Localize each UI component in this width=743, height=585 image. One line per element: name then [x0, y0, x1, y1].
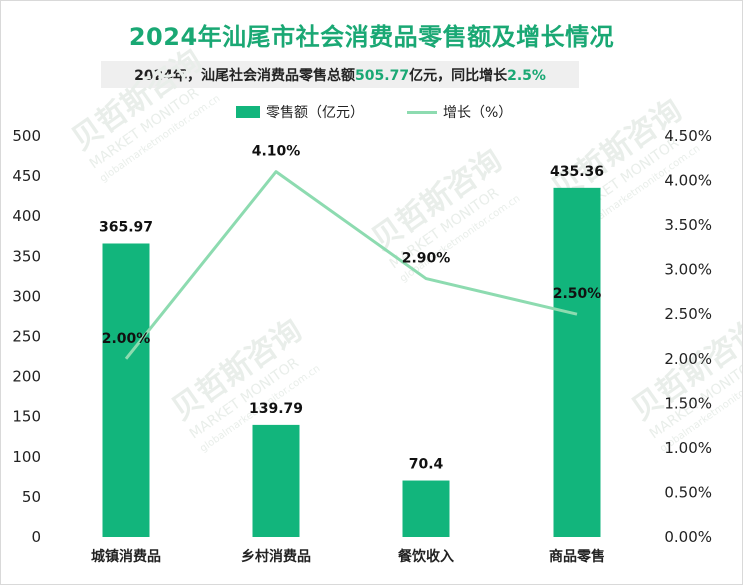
y-right-tick-label: 0.00%: [664, 528, 712, 546]
y-left-tick-label: 450: [12, 167, 41, 185]
y-right-tick-label: 3.50%: [664, 216, 712, 234]
y-right-tick-label: 2.00%: [664, 350, 712, 368]
y-left-tick-label: 0: [31, 528, 41, 546]
bar-value-label: 139.79: [249, 401, 303, 417]
line-value-label: 4.10%: [252, 144, 301, 160]
bar-series: [103, 188, 601, 537]
line-value-label: 2.50%: [553, 286, 602, 302]
y-right-tick-label: 1.50%: [664, 394, 712, 412]
x-category-label: 乡村消费品: [241, 548, 311, 565]
y-left-tick-label: 400: [12, 207, 41, 225]
y-right-tick-label: 1.00%: [664, 439, 712, 457]
line-value-label: 2.90%: [402, 251, 451, 267]
bar-value-label: 435.36: [550, 164, 604, 180]
y-left-tick-label: 200: [12, 368, 41, 386]
y-left-tick-label: 250: [12, 328, 41, 346]
x-category-label: 商品零售: [549, 548, 605, 565]
y-axis-right: 0.00% 0.50% 1.00% 1.50% 2.00% 2.50% 3.00% 3.50%…: [664, 127, 712, 546]
bar: [554, 188, 601, 537]
y-left-tick-label: 500: [12, 127, 41, 145]
y-right-tick-label: 3.00%: [664, 261, 712, 279]
y-left-tick-label: 150: [12, 408, 41, 426]
bar: [403, 481, 450, 537]
x-axis: 城镇消费品 乡村消费品 餐饮收入 商品零售: [91, 548, 605, 565]
y-left-tick-label: 100: [12, 448, 41, 466]
data-labels: 365.97 139.79 70.4 435.36 2.00% 4.10% 2.90% 2.5…: [99, 144, 604, 473]
y-right-tick-label: 2.50%: [664, 305, 712, 323]
y-axis-left: 0 50 100 150 200 250 300 350 400 450 500: [12, 127, 41, 546]
x-category-label: 城镇消费品: [91, 548, 161, 565]
bar-value-label: 70.4: [409, 457, 444, 473]
y-left-tick-label: 350: [12, 247, 41, 265]
line-value-label: 2.00%: [102, 331, 151, 347]
y-right-tick-label: 4.00%: [664, 172, 712, 190]
bar-value-label: 365.97: [99, 219, 153, 235]
y-left-tick-label: 50: [22, 488, 41, 506]
bar: [103, 243, 150, 537]
y-right-tick-label: 0.50%: [664, 483, 712, 501]
x-category-label: 餐饮收入: [397, 548, 454, 565]
y-right-tick-label: 4.50%: [664, 127, 712, 145]
bar: [253, 425, 300, 537]
y-left-tick-label: 300: [12, 287, 41, 305]
